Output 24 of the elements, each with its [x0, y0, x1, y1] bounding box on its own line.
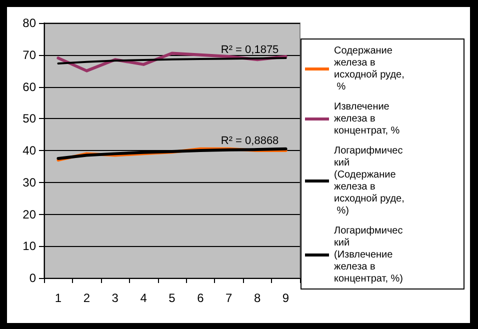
annotation: R² = 0,1875: [220, 44, 279, 56]
y-tick-label: 40: [22, 144, 36, 158]
x-tick-label: 9: [282, 291, 290, 305]
y-tick-label: 70: [22, 48, 36, 62]
y-tick-label: 60: [22, 80, 36, 94]
legend-label: Логарифмический (Содержание железа в исходной руде, %): [334, 146, 404, 216]
x-tick-label: 3: [112, 291, 119, 305]
legend-label: Содержание железа в исходной руде, %: [334, 46, 404, 92]
y-tick-label: 30: [22, 175, 36, 190]
x-tick-label: 2: [83, 291, 90, 305]
y-tick-label: 10: [22, 239, 36, 254]
x-tick-label: 4: [140, 291, 148, 305]
x-tick-label: 1: [54, 291, 62, 305]
y-tick-label: 20: [22, 207, 36, 222]
x-tick-label: 6: [197, 291, 204, 305]
x-tick-label: 7: [226, 291, 233, 305]
legend-label: Логарифмический (Извлечение железа в концентрат, %): [334, 226, 404, 284]
x-tick-label: 8: [254, 291, 261, 305]
y-tick-label: 80: [22, 16, 36, 30]
y-tick-label: 50: [22, 112, 36, 126]
annotation: R² = 0,8868: [220, 135, 279, 147]
x-tick-label: 5: [168, 291, 176, 305]
legend-label: Извлечение железа в концентрат, %: [334, 102, 400, 136]
y-tick-label: 0: [29, 271, 36, 285]
